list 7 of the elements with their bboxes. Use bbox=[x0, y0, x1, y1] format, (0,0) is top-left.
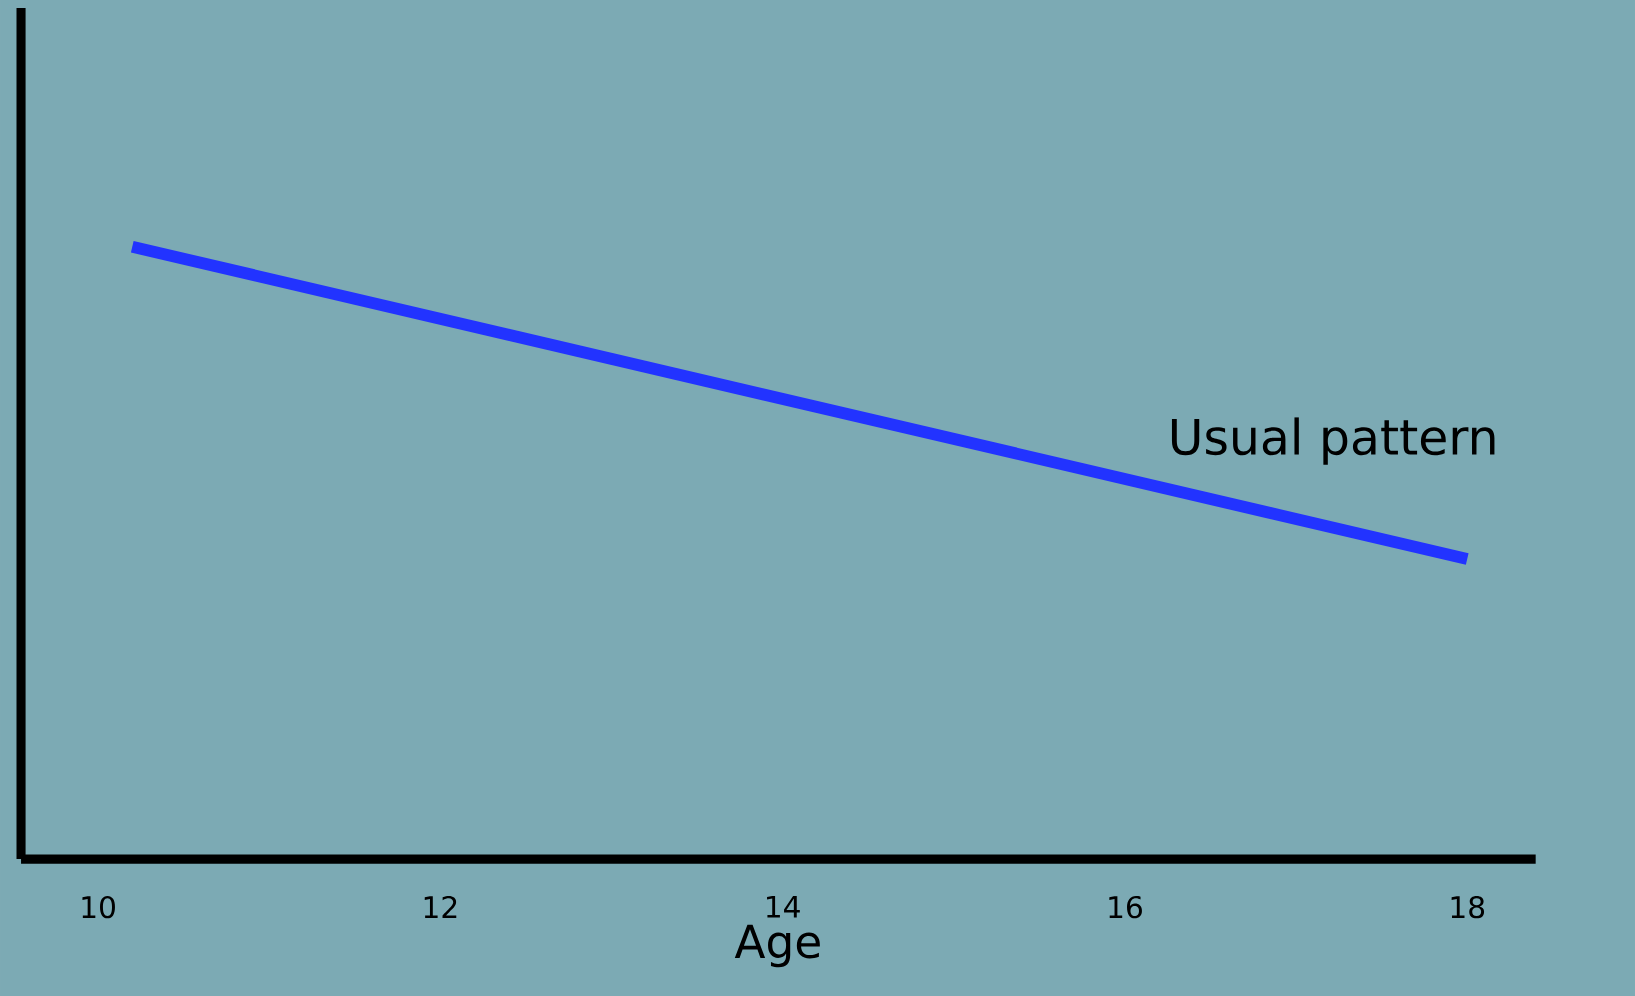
x-tick-label: 18 bbox=[1451, 895, 1485, 919]
series-label: Usual pattern bbox=[1171, 417, 1495, 465]
x-tick-label: 10 bbox=[82, 895, 115, 919]
x-tick-label: 12 bbox=[424, 895, 457, 918]
x-tick-label: 16 bbox=[1109, 895, 1142, 919]
x-axis-title: Age bbox=[734, 924, 820, 968]
x-tick-label: 14 bbox=[767, 895, 800, 918]
